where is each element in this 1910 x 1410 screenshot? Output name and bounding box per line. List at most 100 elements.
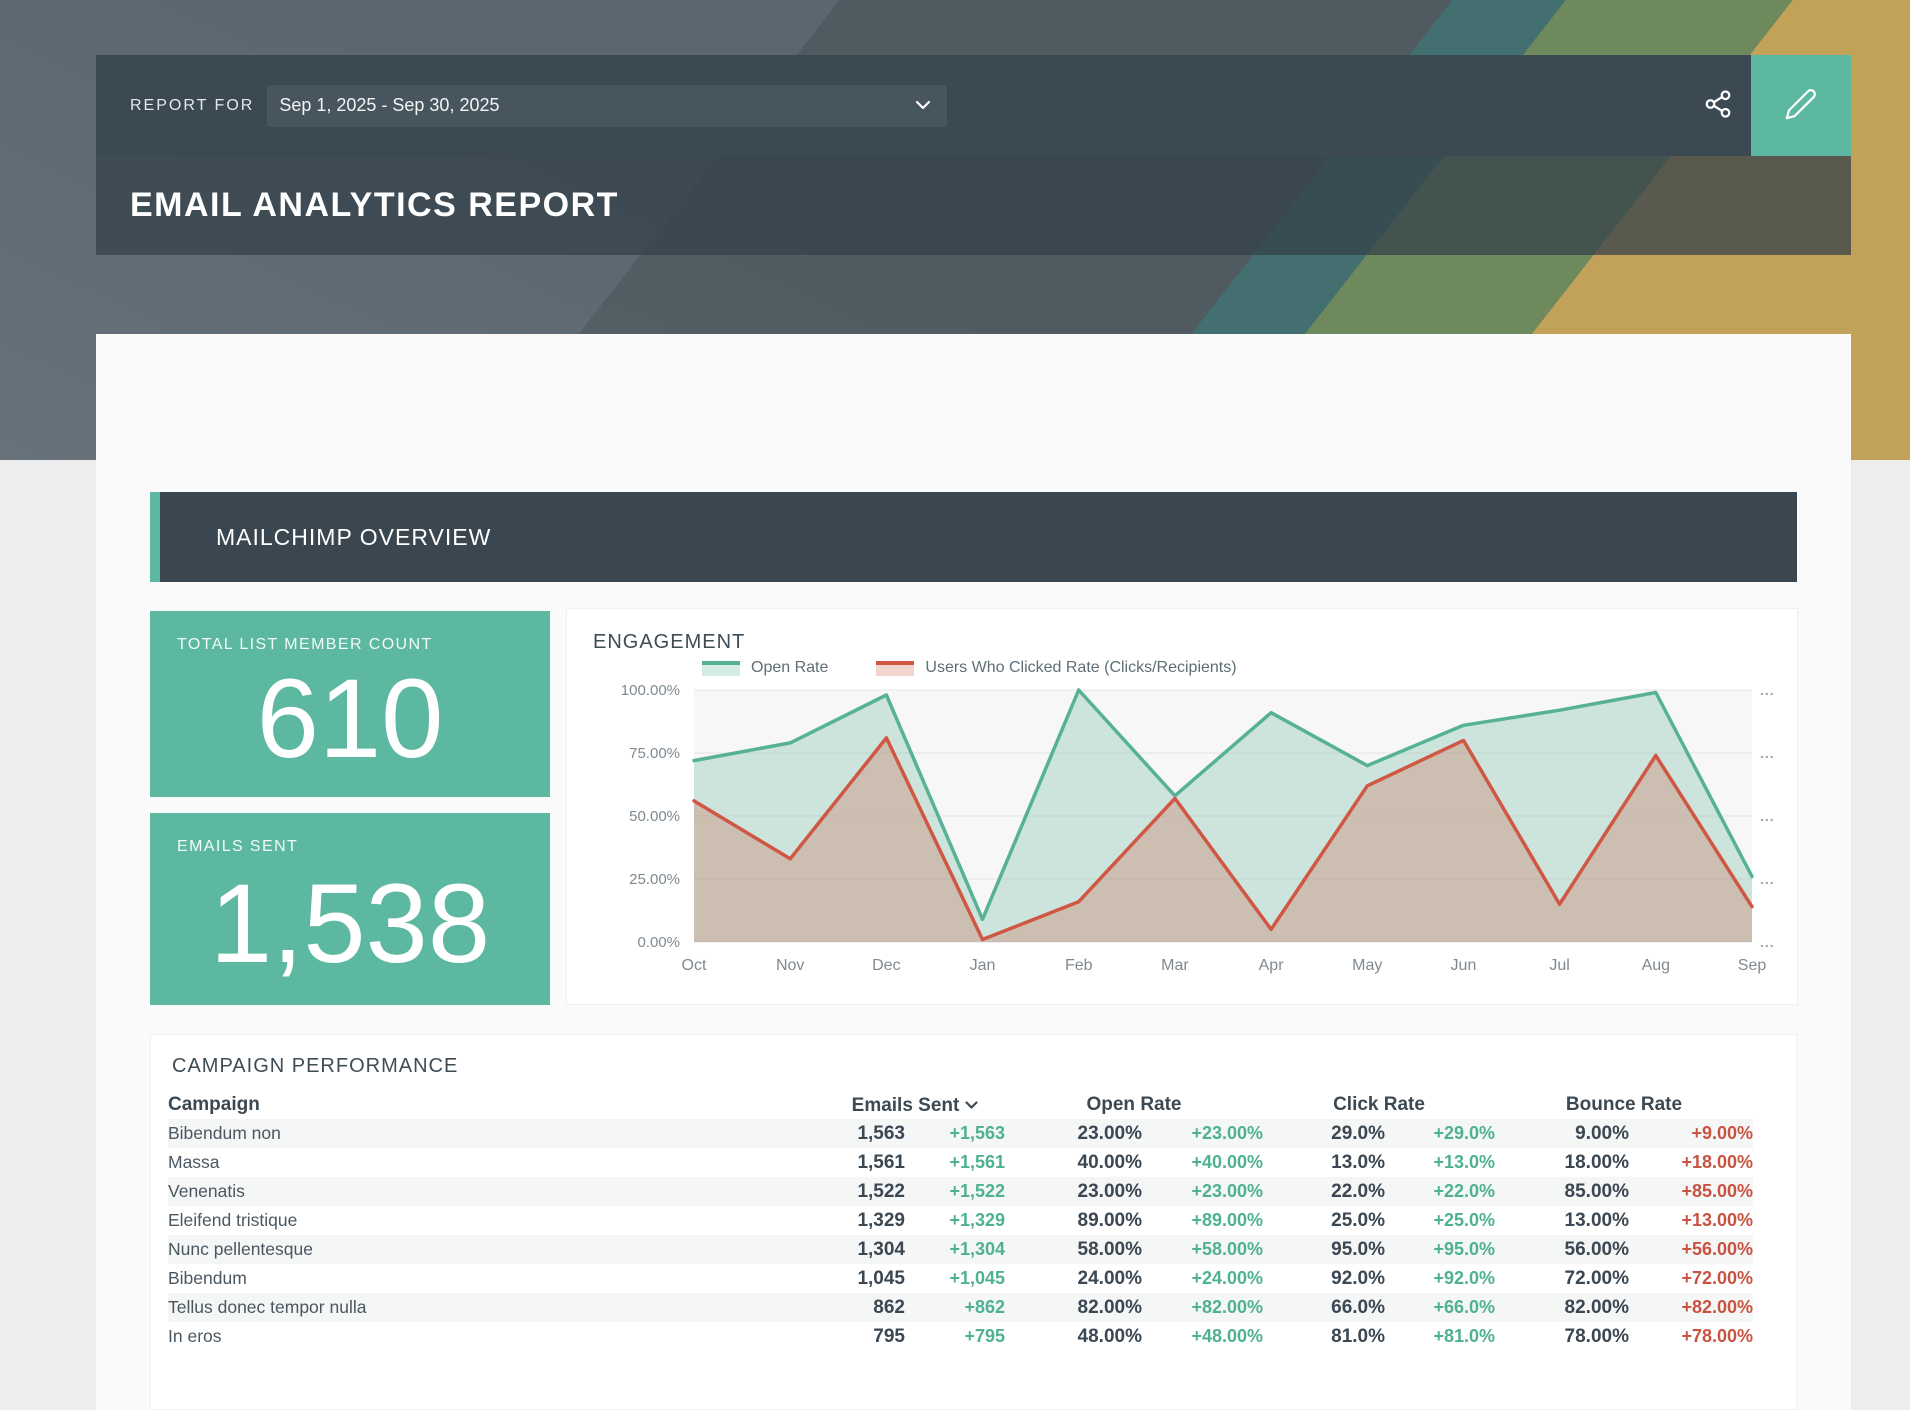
cell-open_delta: +82.00% [1191, 1297, 1263, 1317]
cell-bounce: 18.00% [1564, 1152, 1629, 1173]
svg-text:100.00%: 100.00% [621, 682, 680, 699]
metric-card-total-list-member-count: TOTAL LIST MEMBER COUNT 610 [150, 611, 550, 797]
table-row: Nunc pellentesque 1,304 +1,304 58.00% +58.00… [168, 1235, 1753, 1264]
legend-swatch-icon [702, 660, 740, 676]
cell-open_delta: +89.00% [1191, 1210, 1263, 1230]
cell-sent_delta: +1,045 [949, 1268, 1005, 1288]
column-header-emails-sent[interactable]: Emails Sent [825, 1093, 1005, 1117]
cell-bounce_delta: +72.00% [1681, 1268, 1753, 1288]
metric-value: 610 [256, 655, 444, 781]
cell-open: 24.00% [1077, 1268, 1142, 1289]
metric-card-emails-sent: EMAILS SENT 1,538 [150, 813, 550, 1005]
table-row: Bibendum non 1,563 +1,563 23.00% +23.00% 29.0… [168, 1119, 1753, 1148]
cell-sent_delta: +1,329 [949, 1210, 1005, 1230]
cell-campaign: Tellus donec tempor nulla [168, 1297, 367, 1317]
report-bar-actions [1685, 55, 1851, 156]
page-title: EMAIL ANALYTICS REPORT [130, 186, 619, 224]
cell-open: 23.00% [1077, 1123, 1142, 1144]
cell-click_delta: +95.0% [1433, 1239, 1495, 1259]
metric-label: TOTAL LIST MEMBER COUNT [177, 636, 433, 653]
cell-click_delta: +81.0% [1433, 1326, 1495, 1346]
engagement-chart: 100.00% ... 75.00% ... 50.00% ... 25.00% ... 0.0… [621, 682, 1775, 974]
table-row: Massa 1,561 +1,561 40.00% +40.00% 13.0% +13.0%… [168, 1148, 1753, 1177]
cell-bounce_delta: +13.00% [1681, 1210, 1753, 1230]
svg-text:0.00%: 0.00% [637, 934, 680, 951]
title-bar: EMAIL ANALYTICS REPORT [96, 156, 1851, 255]
cell-click: 95.0% [1331, 1239, 1385, 1260]
svg-text:Oct: Oct [682, 957, 707, 974]
cell-sent_delta: +1,522 [949, 1181, 1005, 1201]
campaign-table-body: Bibendum non 1,563 +1,563 23.00% +23.00% 29.0… [168, 1119, 1753, 1351]
cell-sent: 795 [873, 1326, 905, 1347]
cell-click: 29.0% [1331, 1123, 1385, 1144]
section-title: MAILCHIMP OVERVIEW [216, 523, 492, 550]
cell-open_delta: +23.00% [1191, 1181, 1263, 1201]
cell-open: 58.00% [1077, 1239, 1142, 1260]
cell-open_delta: +48.00% [1191, 1326, 1263, 1346]
cell-click_delta: +22.0% [1433, 1181, 1495, 1201]
svg-text:May: May [1352, 957, 1382, 974]
cell-campaign: Massa [168, 1152, 220, 1172]
svg-text:50.00%: 50.00% [629, 808, 680, 825]
section-accent-strip [150, 492, 160, 582]
section-header-mailchimp-overview: MAILCHIMP OVERVIEW [150, 492, 1797, 582]
svg-text:Jun: Jun [1451, 957, 1477, 974]
cell-open: 48.00% [1077, 1326, 1142, 1347]
svg-text:Nov: Nov [776, 957, 804, 974]
date-range-dropdown[interactable]: Sep 1, 2025 - Sep 30, 2025 [267, 84, 948, 127]
chart-legend: Open Rate Users Who Clicked Rate (Clicks/… [702, 659, 1275, 677]
sort-chevron-icon [965, 1093, 978, 1114]
cell-bounce: 13.00% [1564, 1210, 1629, 1231]
svg-text:...: ... [1760, 871, 1775, 887]
svg-text:...: ... [1760, 934, 1775, 950]
cell-sent: 1,563 [857, 1123, 905, 1144]
date-range-value: Sep 1, 2025 - Sep 30, 2025 [279, 95, 500, 115]
report-card: MAILCHIMP OVERVIEW TOTAL LIST MEMBER COU… [96, 334, 1851, 1410]
table-row: Venenatis 1,522 +1,522 23.00% +23.00% 22.0% +2… [168, 1177, 1753, 1206]
legend-label: Users Who Clicked Rate (Clicks/Recipient… [925, 659, 1237, 676]
cell-campaign: Bibendum [168, 1268, 247, 1288]
cell-campaign: Bibendum non [168, 1123, 281, 1143]
cell-bounce_delta: +78.00% [1681, 1326, 1753, 1346]
pencil-icon [1784, 87, 1818, 124]
column-header-click-rate: Click Rate [1333, 1094, 1425, 1115]
cell-click: 25.0% [1331, 1210, 1385, 1231]
cell-sent_delta: +862 [964, 1297, 1005, 1317]
cell-click: 92.0% [1331, 1268, 1385, 1289]
cell-open_delta: +58.00% [1191, 1239, 1263, 1259]
svg-text:Jan: Jan [970, 957, 996, 974]
table-row: Eleifend tristique 1,329 +1,329 89.00% +89.0… [168, 1206, 1753, 1235]
cell-open_delta: +24.00% [1191, 1268, 1263, 1288]
cell-sent_delta: +1,563 [949, 1123, 1005, 1143]
column-header-bounce-rate: Bounce Rate [1565, 1094, 1683, 1115]
cell-sent: 1,045 [857, 1268, 905, 1289]
cell-click_delta: +13.0% [1433, 1152, 1495, 1172]
cell-sent: 862 [873, 1297, 905, 1318]
chevron-down-icon [915, 97, 931, 115]
cell-sent: 1,304 [857, 1239, 905, 1260]
engagement-title: ENGAGEMENT [593, 631, 746, 653]
cell-bounce_delta: +82.00% [1681, 1297, 1753, 1317]
cell-campaign: Nunc pellentesque [168, 1239, 313, 1259]
cell-sent: 1,522 [857, 1181, 905, 1202]
cell-click_delta: +92.0% [1433, 1268, 1495, 1288]
share-icon [1703, 89, 1733, 122]
cell-open: 40.00% [1077, 1152, 1142, 1173]
svg-text:Aug: Aug [1642, 957, 1670, 974]
campaign-table-header: Campaign Emails Sent Open Rate Click Rat… [168, 1091, 1753, 1119]
cell-open: 82.00% [1077, 1297, 1142, 1318]
cell-click: 81.0% [1331, 1326, 1385, 1347]
legend-label: Open Rate [751, 659, 829, 676]
engagement-panel: ENGAGEMENT Open Rate Users Who Clicked Ra… [566, 608, 1798, 1005]
cell-click_delta: +29.0% [1433, 1123, 1495, 1143]
edit-report-button[interactable] [1751, 55, 1851, 156]
metric-value: 1,538 [209, 860, 491, 986]
share-button[interactable] [1685, 55, 1751, 156]
column-header-campaign: Campaign [168, 1094, 260, 1115]
svg-text:Dec: Dec [872, 957, 900, 974]
svg-text:Mar: Mar [1161, 957, 1189, 974]
cell-bounce: 9.00% [1575, 1123, 1629, 1144]
cell-campaign: In eros [168, 1326, 222, 1346]
svg-text:Jul: Jul [1549, 957, 1569, 974]
